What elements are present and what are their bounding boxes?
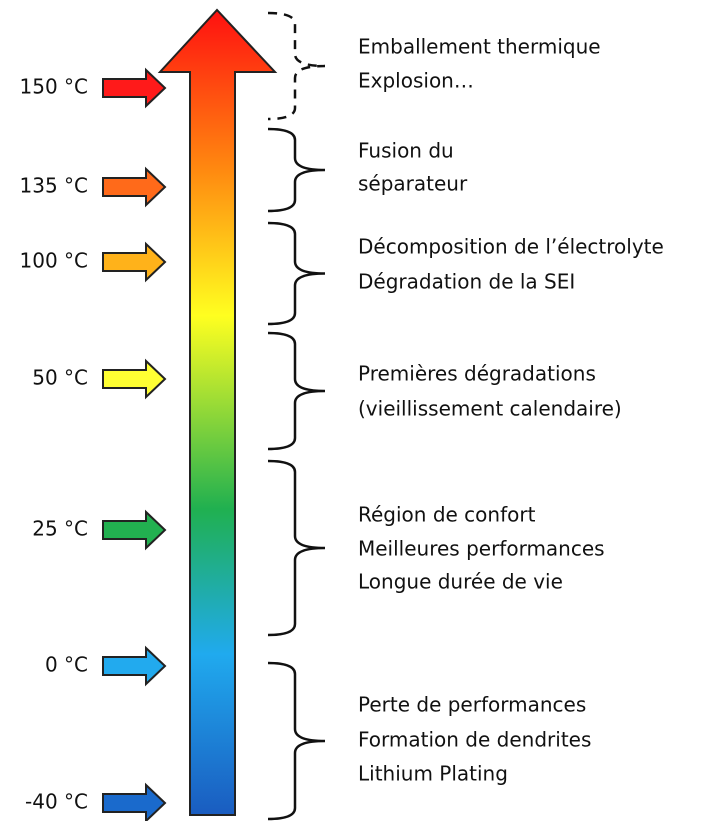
temperature-pointer [102, 67, 167, 109]
region-text: Lithium Plating [358, 762, 508, 786]
temperature-pointer [102, 166, 167, 208]
temperature-pointer [102, 645, 167, 687]
temperature-label: 50 °C [32, 366, 88, 390]
temperature-pointer [102, 509, 167, 551]
temperature-label: 150 °C [20, 75, 89, 99]
temperature-pointer [102, 782, 167, 821]
region-text: (vieillissement calendaire) [358, 397, 622, 421]
region-text: Longue durée de vie [358, 570, 563, 594]
temperature-arrow [157, 8, 278, 816]
brace [267, 127, 326, 213]
region-text: Région de confort [358, 503, 536, 527]
region-text: Explosion… [358, 69, 474, 93]
region-text: séparateur [358, 172, 468, 196]
brace [267, 661, 326, 821]
region-text: Meilleures performances [358, 537, 605, 561]
brace [267, 459, 326, 637]
brace [267, 221, 326, 326]
region-text: Emballement thermique [358, 35, 601, 59]
region-text: Décomposition de l’électrolyte [358, 235, 664, 259]
brace [267, 331, 326, 451]
temperature-label: 135 °C [20, 174, 89, 198]
region-text: Dégradation de la SEI [358, 270, 575, 294]
temperature-label: 25 °C [32, 517, 88, 541]
temperature-pointer [102, 241, 167, 283]
temperature-label: 100 °C [20, 249, 89, 273]
region-text: Premières dégradations [358, 362, 596, 386]
region-text: Fusion du [358, 139, 454, 163]
temperature-label: 0 °C [45, 653, 88, 677]
temperature-pointer [102, 358, 167, 400]
temperature-label: -40 °C [25, 790, 88, 814]
brace [267, 11, 326, 121]
region-text: Perte de performances [358, 693, 586, 717]
region-text: Formation de dendrites [358, 728, 591, 752]
